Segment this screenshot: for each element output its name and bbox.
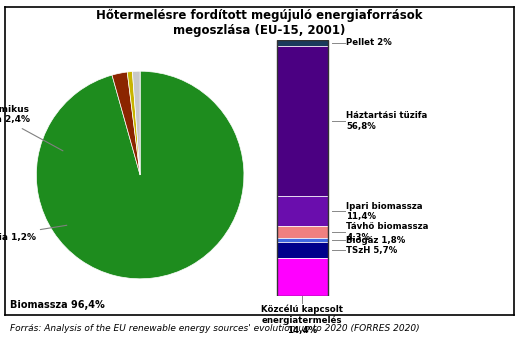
Bar <box>277 243 327 258</box>
Text: Közcélú kapcsolt
energiatermelés
14,4%: Közcélú kapcsolt energiatermelés 14,4% <box>262 304 343 335</box>
Bar <box>277 40 327 296</box>
Bar <box>277 258 327 296</box>
Bar <box>277 226 327 238</box>
Wedge shape <box>127 71 140 175</box>
Text: Pellet 2%: Pellet 2% <box>346 38 392 47</box>
Text: Biomassza 96,4%: Biomassza 96,4% <box>10 300 104 310</box>
Wedge shape <box>132 71 140 175</box>
Text: Ipari biomassza
11,4%: Ipari biomassza 11,4% <box>346 202 422 221</box>
Text: Napenergia 1,2%: Napenergia 1,2% <box>0 225 67 242</box>
Bar <box>277 238 327 243</box>
Wedge shape <box>112 72 140 175</box>
Bar <box>277 46 327 196</box>
Text: Távhő biomassza
4,3%: Távhő biomassza 4,3% <box>346 222 429 242</box>
Text: Geotermikus
energia 2,4%: Geotermikus energia 2,4% <box>0 105 63 151</box>
Text: Biogáz 1,8%: Biogáz 1,8% <box>346 236 405 245</box>
Text: Hőtermelésre fordított megújuló energiaforrások
megoszlása (EU-15, 2001): Hőtermelésre fordított megújuló energiaf… <box>96 9 423 37</box>
Wedge shape <box>36 71 244 279</box>
Text: TSzH 5,7%: TSzH 5,7% <box>346 246 398 254</box>
Bar <box>277 40 327 46</box>
Bar <box>277 196 327 226</box>
Text: Háztartási tüzifa
56,8%: Háztartási tüzifa 56,8% <box>346 111 428 131</box>
Text: Forrás: Analysis of the EU renewable energy sources' evolution up to 2020 (FORRE: Forrás: Analysis of the EU renewable ene… <box>10 324 420 333</box>
